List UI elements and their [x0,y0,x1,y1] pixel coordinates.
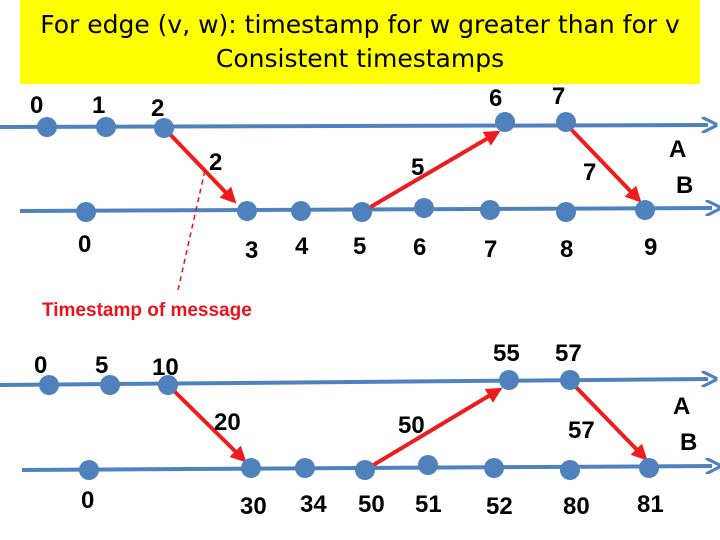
event-dot [556,202,576,222]
event-dot [414,198,434,218]
event-label: 57 [555,340,582,367]
event-dot [560,370,580,390]
event-label: 5 [353,233,366,260]
events-a [39,370,580,395]
event-dot [79,460,99,480]
event-dot [154,118,174,138]
event-dot [96,117,116,137]
event-dot [158,375,178,395]
event-dot [418,455,438,475]
event-label: 0 [81,487,94,514]
event-dot [495,112,515,132]
event-label: 52 [486,493,513,520]
event-label: 7 [484,236,497,263]
event-label: 0 [78,231,91,258]
event-label: 81 [637,491,664,518]
event-dot [76,202,96,222]
event-dot [484,458,504,478]
event-label: 50 [358,491,385,518]
event-label: 5 [95,352,108,379]
title-line-1: For edge (v, w): timestamp for w greater… [40,10,680,39]
labels-b: 0 30 34 50 51 52 80 81 [81,487,664,520]
process-label-a: A [673,393,690,420]
event-label: 2 [151,95,164,122]
event-dot [556,112,576,132]
event-dot [499,370,519,390]
process-label-b: B [680,429,697,456]
title-banner: For edge (v, w): timestamp for w greater… [20,0,700,84]
event-label: 10 [152,354,179,381]
annotation-pointer [177,169,206,291]
events-b [76,198,655,222]
message-label: 5 [411,154,424,181]
event-label: 4 [295,233,309,260]
panel-2: 0 5 10 55 57 0 30 34 50 51 52 80 81 20 5… [0,340,712,520]
event-dot [352,202,372,222]
message-arrow-2 [360,130,501,214]
message-arrow-3 [564,122,642,203]
labels-b: 0 3 4 5 6 7 8 9 [78,231,657,264]
panel-1: 0 1 2 6 7 0 3 4 5 6 7 8 9 2 5 7 A [0,83,712,321]
message-label: 20 [214,409,241,436]
event-label: 3 [245,237,258,264]
event-dot [635,200,655,220]
event-dot [355,460,375,480]
event-label: 80 [563,493,590,520]
event-label: 30 [240,493,267,520]
event-label: 7 [552,83,565,110]
event-dot [241,458,261,478]
message-label: 50 [398,412,425,439]
message-label: 2 [209,149,222,176]
message-arrow-1 [162,126,237,204]
event-dot [295,458,315,478]
message-label: 57 [568,417,595,444]
process-label-a: A [669,136,686,163]
event-label: 8 [560,236,573,263]
annotation-label: Timestamp of message [42,300,252,321]
event-label: 6 [413,234,426,261]
events-a [37,112,576,138]
event-dot [237,201,257,221]
process-label-b: B [676,172,693,199]
event-label: 6 [489,85,502,112]
message-arrow-1 [166,383,247,463]
message-labels: 2 5 7 [209,149,596,186]
events-b [79,455,659,480]
event-dot [480,200,500,220]
message-label: 7 [583,159,596,186]
message-arrow-2 [363,387,503,472]
event-label: 0 [30,92,43,119]
labels-a: 0 1 2 6 7 [30,83,565,122]
timeline-a [0,125,708,127]
event-label: 0 [34,352,47,379]
event-label: 55 [493,340,520,367]
event-dot [639,458,659,478]
event-label: 34 [300,491,327,518]
event-label: 51 [415,491,442,518]
event-dot [100,375,120,395]
event-dot [291,201,311,221]
event-dot [39,375,59,395]
event-label: 1 [92,92,105,119]
labels-a: 0 5 10 55 57 [34,340,582,381]
message-labels: 20 50 57 [214,409,595,444]
event-dot [37,117,57,137]
message-arrow-3 [568,379,648,461]
event-label: 9 [644,234,657,261]
event-dot [560,460,580,480]
title-line-2: Consistent timestamps [215,44,505,73]
